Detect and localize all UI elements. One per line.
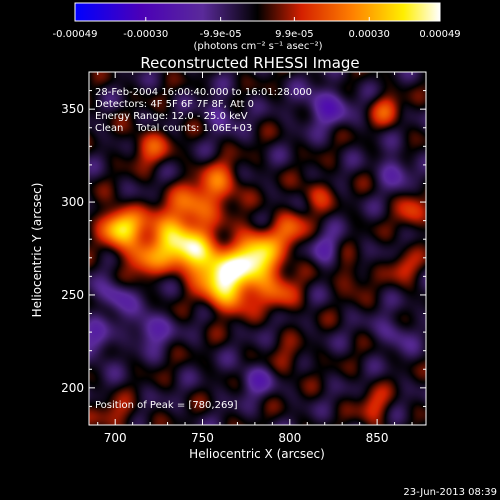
peak-position-label: Position of Peak = [780,269] [95, 400, 238, 411]
info-time-range: 28-Feb-2004 16:00:40.000 to 16:01:28.000 [95, 87, 312, 98]
colorbar-tick-label: 9.9e-05 [275, 29, 313, 40]
footer-timestamp: 23-Jun-2013 08:39 [403, 487, 497, 498]
info-panel: 28-Feb-2004 16:00:40.000 to 16:01:28.000… [95, 87, 312, 134]
x-tick-label: 850 [366, 431, 389, 445]
colorbar-tick-label: -0.00049 [53, 29, 98, 40]
y-tick-label: 250 [61, 288, 84, 302]
colorbar-tick-label: 0.00030 [349, 29, 390, 40]
colorbar-strip [75, 3, 440, 21]
y-axis-label: Heliocentric Y (arcsec) [30, 183, 44, 318]
info-clean-counts: Clean Total counts: 1.06E+03 [95, 123, 252, 134]
y-tick-label: 200 [61, 381, 84, 395]
y-axis-ticks: 200 250 300 350 [61, 90, 426, 407]
colorbar-unit-label: (photons cm⁻² s⁻¹ asec⁻²) [193, 41, 322, 52]
heatmap-canvas [89, 72, 426, 425]
info-detectors: Detectors: 4F 5F 6F 7F 8F, Att 0 [95, 99, 254, 110]
colorbar-ticks: -0.00049 -0.00030 -9.9e-05 9.9e-05 0.00030 0.… [53, 17, 461, 40]
x-tick-label: 700 [104, 431, 127, 445]
x-tick-label: 800 [278, 431, 301, 445]
x-axis-ticks: 700 750 800 850 [97, 72, 413, 445]
info-energy-range: Energy Range: 12.0 - 25.0 keV [95, 111, 248, 122]
colorbar-tick-label: -9.9e-05 [200, 29, 242, 40]
colorbar-tick-label: 0.00049 [419, 29, 460, 40]
heatmap-container [89, 72, 426, 425]
chart-title: Reconstructed RHESSI Image [140, 54, 359, 72]
y-tick-label: 300 [61, 195, 84, 209]
colorbar-frame [74, 2, 441, 22]
colorbar-tick-label: -0.00030 [123, 29, 168, 40]
y-tick-label: 350 [61, 102, 84, 116]
x-axis-label: Heliocentric X (arcsec) [189, 447, 325, 461]
plot-frame [88, 71, 427, 426]
colorbar: -0.00049 -0.00030 -9.9e-05 9.9e-05 0.00030 0.… [53, 2, 461, 52]
x-tick-label: 750 [191, 431, 214, 445]
